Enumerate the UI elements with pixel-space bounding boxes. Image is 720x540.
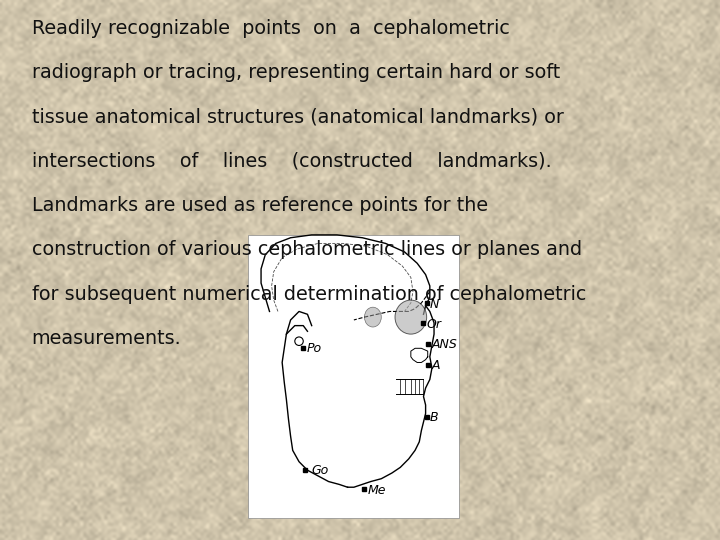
Text: Or: Or bbox=[426, 318, 441, 330]
Text: N: N bbox=[430, 298, 439, 311]
Text: Po: Po bbox=[307, 342, 322, 355]
Ellipse shape bbox=[364, 307, 382, 327]
Ellipse shape bbox=[294, 337, 303, 346]
Text: for subsequent numerical determination of cephalometric: for subsequent numerical determination o… bbox=[32, 285, 586, 303]
Text: tissue anatomical structures (anatomical landmarks) or: tissue anatomical structures (anatomical… bbox=[32, 107, 564, 126]
Text: Go: Go bbox=[312, 464, 329, 477]
Text: A: A bbox=[431, 359, 440, 372]
Text: radiograph or tracing, representing certain hard or soft: radiograph or tracing, representing cert… bbox=[32, 63, 560, 82]
Text: ANS: ANS bbox=[432, 338, 458, 350]
Text: Landmarks are used as reference points for the: Landmarks are used as reference points f… bbox=[32, 196, 488, 215]
Text: measurements.: measurements. bbox=[32, 329, 181, 348]
Text: B: B bbox=[430, 411, 438, 424]
Text: intersections    of    lines    (constructed    landmarks).: intersections of lines (constructed land… bbox=[32, 152, 552, 171]
Bar bbox=[248, 235, 459, 518]
Ellipse shape bbox=[395, 300, 427, 334]
Text: construction of various cephalometric lines or planes and: construction of various cephalometric li… bbox=[32, 240, 582, 259]
Text: Readily recognizable  points  on  a  cephalometric: Readily recognizable points on a cephalo… bbox=[32, 19, 510, 38]
Text: Me: Me bbox=[368, 483, 386, 497]
